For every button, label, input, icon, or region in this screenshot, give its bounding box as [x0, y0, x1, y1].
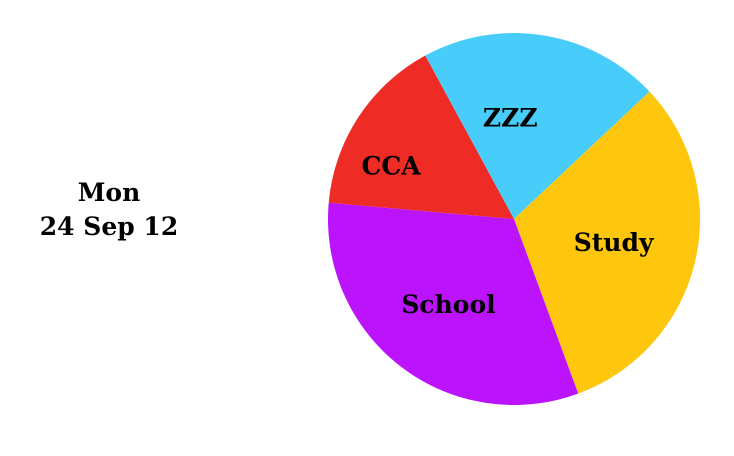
date-label: 24 Sep 12 [39, 212, 179, 241]
weekday-label: Mon [77, 178, 141, 207]
pie-slice-study [514, 91, 701, 394]
pie-labels: CCA ZZZ Study School [361, 104, 654, 320]
pie-slice-cca [328, 55, 514, 220]
pie-label-school: School [401, 290, 495, 319]
pie-slice-zzz [425, 33, 650, 219]
pie-label-study: Study [574, 228, 655, 257]
pie-label-cca: CCA [361, 152, 421, 181]
date-block: Mon 24 Sep 12 [20, 176, 198, 244]
pie-slice-school [328, 202, 579, 406]
pie-label-zzz: ZZZ [483, 104, 538, 133]
pie-slices [328, 33, 701, 406]
